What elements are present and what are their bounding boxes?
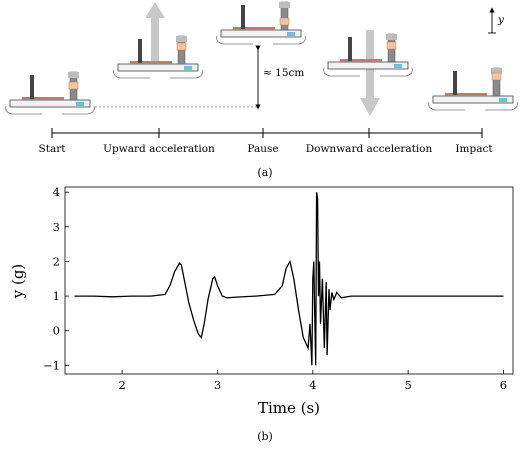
device-start bbox=[5, 71, 95, 115]
y-axis-label: y (g) bbox=[9, 264, 27, 300]
y-tick-label: −1 bbox=[43, 358, 60, 372]
caption-b: (b) bbox=[257, 430, 273, 443]
y-direction-label: y bbox=[497, 14, 505, 26]
x-tick-label: 6 bbox=[500, 378, 507, 392]
x-axis-label: Time (s) bbox=[258, 399, 320, 417]
x-tick-label: 2 bbox=[119, 378, 126, 392]
stage-label-impact: Impact bbox=[455, 143, 493, 155]
x-tick-label: 5 bbox=[404, 378, 411, 392]
upward-arrow bbox=[145, 2, 165, 66]
height-note: ≈ 15cm bbox=[263, 67, 304, 79]
device-downward bbox=[323, 33, 413, 77]
device-impact bbox=[428, 67, 518, 111]
y-tick-label: 1 bbox=[53, 289, 60, 303]
downward-arrow bbox=[360, 30, 380, 116]
device-upward bbox=[113, 35, 203, 79]
stage-label-pause: Pause bbox=[247, 143, 278, 155]
acceleration-chart: 2 3 4 5 6 −1 0 1 2 3 4 Time (s) y (g) (b) bbox=[9, 185, 514, 443]
stage-label-upward: Upward acceleration bbox=[103, 143, 215, 155]
y-tick-label: 4 bbox=[53, 185, 60, 199]
x-tick-label: 4 bbox=[309, 378, 316, 392]
plot-frame bbox=[64, 186, 514, 375]
caption-a: (a) bbox=[257, 166, 272, 179]
y-tick-label: 3 bbox=[53, 220, 60, 234]
x-ticks: 2 3 4 5 6 bbox=[119, 370, 507, 392]
x-tick-label: 3 bbox=[214, 378, 221, 392]
device-pause bbox=[216, 1, 306, 45]
y-ticks: −1 0 1 2 3 4 bbox=[43, 185, 69, 372]
y-tick-label: 2 bbox=[53, 254, 60, 268]
stage-label-start: Start bbox=[39, 143, 67, 155]
schematic-panel: ≈ 15cm y bbox=[5, 1, 518, 179]
stage-label-downward: Downward acceleration bbox=[306, 143, 433, 155]
series-line bbox=[74, 192, 504, 366]
y-tick-label: 0 bbox=[53, 324, 60, 338]
